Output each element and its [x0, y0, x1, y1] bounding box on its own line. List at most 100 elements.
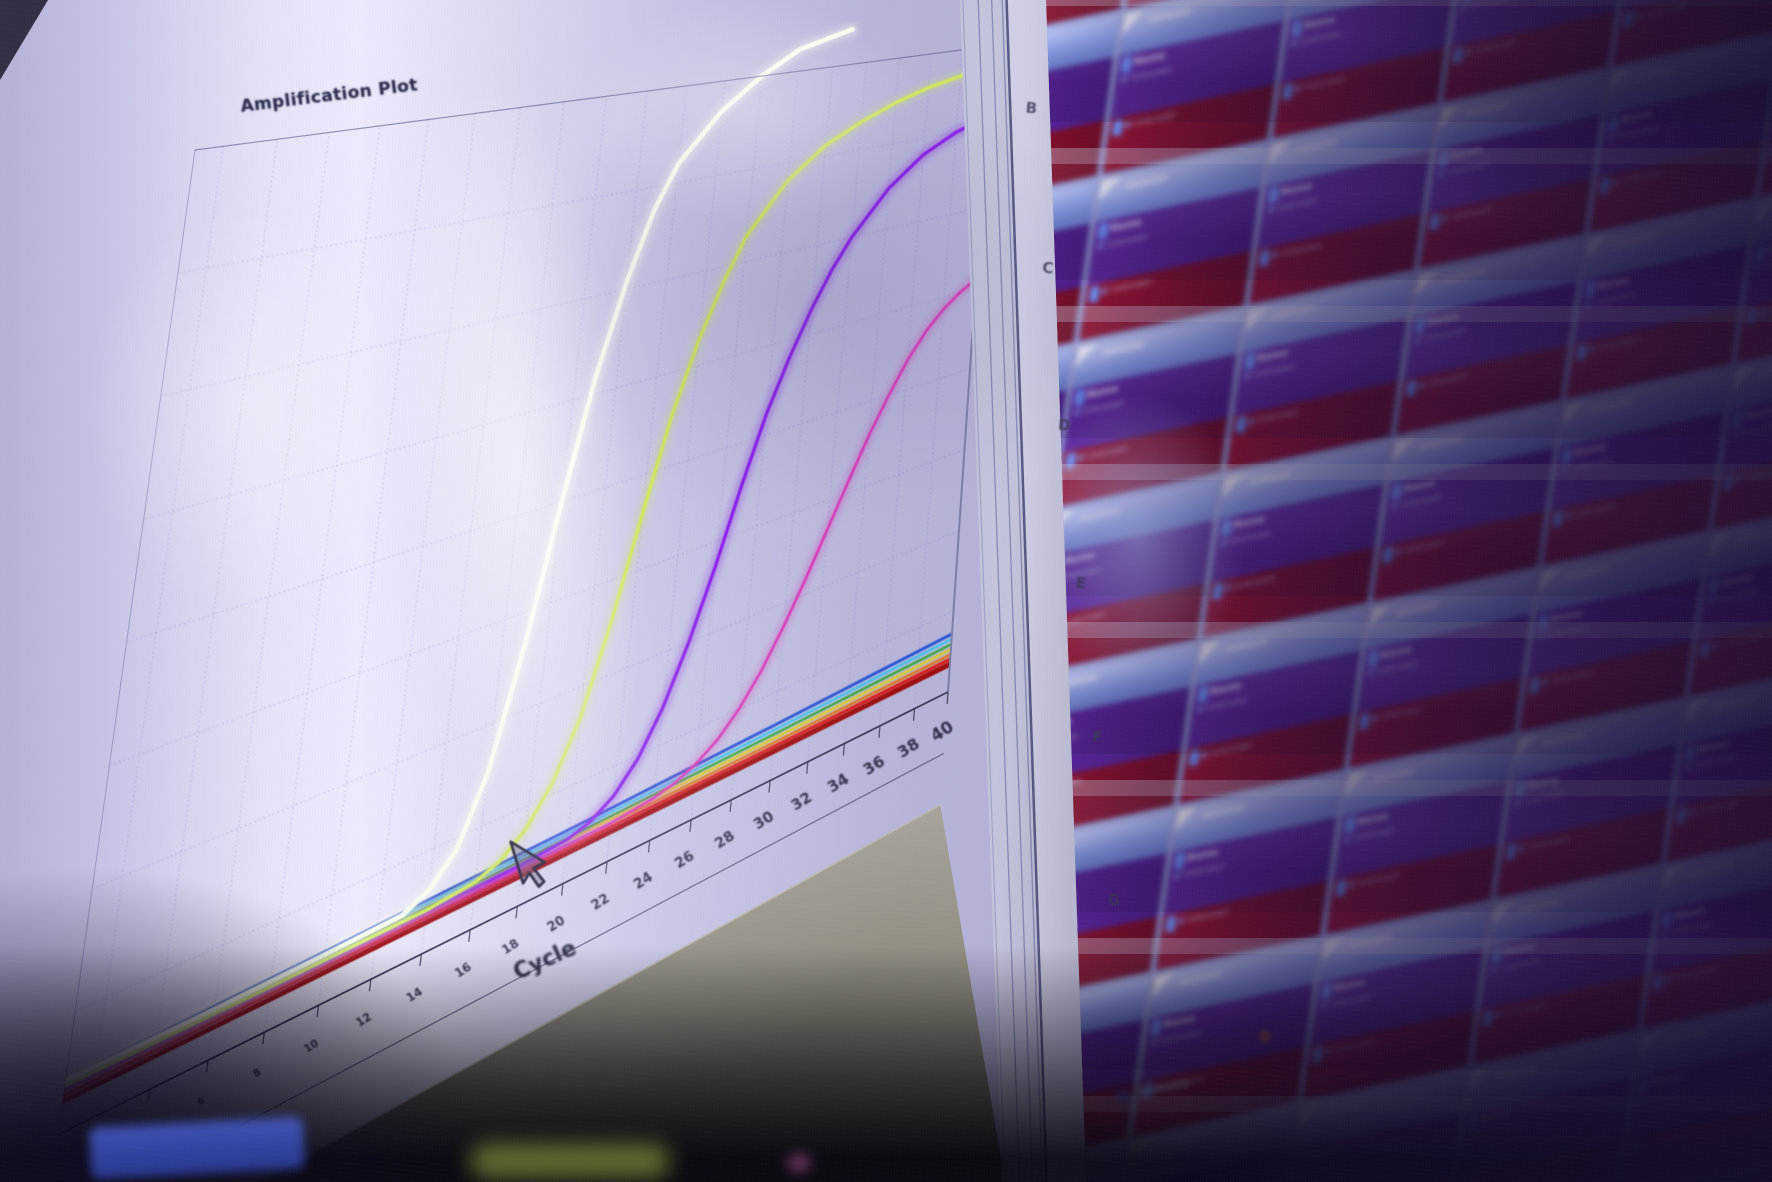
task-marker: U: [832, 942, 842, 955]
task-marker: U: [1389, 501, 1399, 514]
task-marker: U: [883, 655, 892, 668]
flag-icon: [1019, 785, 1029, 803]
task-marker: U: [1564, 510, 1573, 523]
legend-swatch-blue: [1114, 1087, 1131, 1105]
task-marker: U: [1319, 1000, 1329, 1013]
task-marker: U: [979, 1072, 988, 1085]
legend-text-blur: [1136, 1078, 1192, 1097]
plate-grid[interactable]: Name U Unknown U Unknown Name U Unknown U Unknown…: [764, 0, 1772, 1182]
task-marker: U: [1002, 906, 1012, 919]
well-task: Unknown: [1597, 335, 1640, 355]
task-marker: U: [930, 322, 939, 335]
task-marker: U: [1026, 739, 1035, 752]
flag-icon: [1459, 1176, 1470, 1182]
well-task: Unknown: [1527, 834, 1570, 854]
task-marker: U: [1053, 619, 1063, 632]
task-marker: U: [983, 1118, 992, 1131]
well-task: Unknown: [1357, 870, 1400, 890]
flag-icon: [942, 156, 953, 173]
task-marker: U: [1489, 964, 1499, 977]
flag-icon: [1723, 474, 1734, 492]
flag-icon: [1165, 916, 1176, 933]
task-marker: U: [1460, 1, 1469, 14]
flag-icon: [972, 1118, 983, 1136]
task-marker: U: [1413, 334, 1422, 347]
task-marker: U: [1119, 73, 1129, 86]
well-task: Unknown: [1427, 371, 1470, 391]
task-marker: U: [1634, 11, 1643, 24]
task-marker: U: [1100, 286, 1109, 299]
task-marker: U: [1049, 573, 1059, 586]
task-marker: U: [1289, 37, 1299, 50]
flag-icon: [1382, 547, 1393, 564]
flag-icon: [1429, 214, 1440, 231]
flag-icon: [1259, 250, 1270, 267]
task-marker: U: [1687, 807, 1697, 820]
flag-icon: [995, 952, 1006, 969]
task-marker: U: [1683, 761, 1693, 774]
task-marker: U: [1606, 131, 1616, 144]
task-marker: U: [1172, 870, 1182, 883]
well-task: Unknown: [1674, 964, 1717, 985]
task-marker: U: [1096, 240, 1105, 253]
flag-icon: [1599, 177, 1610, 195]
task-marker: U: [1393, 547, 1403, 560]
well-task: Unknown: [869, 812, 913, 832]
task-marker: U: [1587, 344, 1597, 357]
task-marker: U: [1417, 380, 1426, 393]
flag-icon: [848, 822, 859, 839]
task-marker: U: [1196, 703, 1205, 716]
task-marker: U: [1757, 308, 1767, 321]
task-marker: U: [1513, 797, 1522, 810]
task-marker: U: [1076, 452, 1086, 465]
task-marker: U: [809, 1109, 818, 1122]
task-marker: U: [1493, 1010, 1503, 1023]
task-marker: U: [836, 988, 846, 1001]
task-marker: U: [1470, 1177, 1479, 1182]
flag-icon: [1042, 619, 1053, 636]
flag-icon: [802, 1155, 812, 1172]
task-marker: U: [1466, 1130, 1476, 1143]
task-marker: U: [1440, 213, 1450, 227]
task-marker: U: [1664, 974, 1673, 987]
flag-icon: [872, 655, 883, 672]
task-marker: U: [1583, 298, 1593, 311]
task-marker: U: [953, 156, 963, 169]
task-marker: U: [813, 1155, 822, 1168]
well-task: Unknown: [963, 146, 1006, 166]
task-marker: U: [1734, 474, 1743, 487]
well-task: Unknown: [1503, 1001, 1547, 1021]
task-marker: U: [1540, 677, 1550, 690]
well-task: Unknown: [893, 646, 936, 666]
